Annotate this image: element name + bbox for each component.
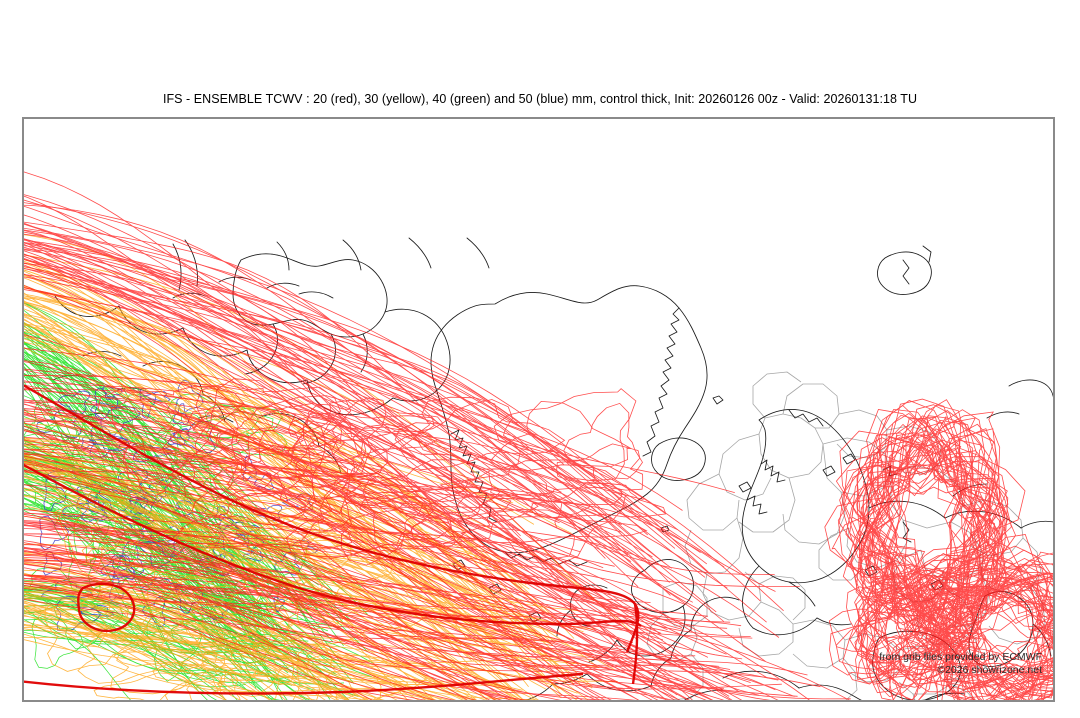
map-frame-border: [23, 118, 1054, 701]
spaghetti-contour-plot: [23, 118, 1054, 701]
contour-level-20mm-red: [23, 171, 1054, 701]
map-panel: from grib files provided by ECMWF ©2026 …: [22, 117, 1055, 702]
page-title: IFS - ENSEMBLE TCWV : 20 (red), 30 (yell…: [162, 92, 918, 106]
control-member-contours: [23, 383, 642, 695]
